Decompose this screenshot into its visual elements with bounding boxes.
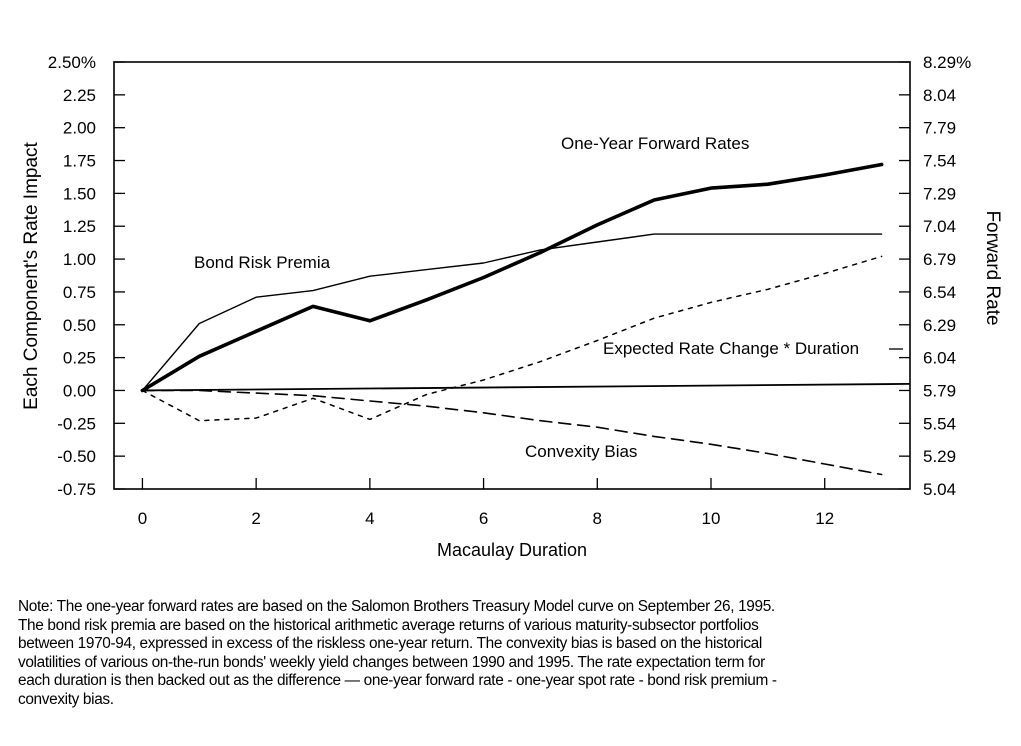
- series-layer: [140, 162, 911, 476]
- note-line: convexity bias.: [18, 690, 114, 708]
- y2-tick-label: 7.79: [923, 119, 956, 138]
- y-tick-label: 2.00: [63, 119, 96, 138]
- y-tick-label: -0.50: [57, 447, 96, 466]
- y2-axis-title: Forward Rate: [982, 210, 1003, 325]
- convexity-bias-line: [141, 389, 883, 476]
- x-tick-label: 4: [365, 509, 374, 528]
- y2-tick-label: 6.04: [923, 349, 956, 368]
- y2-tick-label: 5.29: [923, 447, 956, 466]
- x-tick-label: 6: [479, 509, 488, 528]
- x-tick-label: 12: [815, 509, 834, 528]
- y-tick-label: 0.75: [63, 283, 96, 302]
- y-tick-label: 1.25: [63, 217, 96, 236]
- y2-tick-label: 7.54: [923, 152, 956, 171]
- expected-change-line: [141, 255, 883, 422]
- y-tick-label: 0.00: [63, 381, 96, 400]
- y-tick-label: -0.25: [57, 414, 96, 433]
- y2-tick-label: 7.29: [923, 184, 956, 203]
- y-tick-label: 1.50: [63, 184, 96, 203]
- plot-frame: [113, 61, 911, 490]
- note-line: volatilities of various on-the-run bonds…: [18, 653, 765, 671]
- x-tick-label: 10: [702, 509, 721, 528]
- risk-premia-line: [141, 233, 883, 392]
- y2-tick-label: 7.04: [923, 217, 956, 236]
- y-tick-label: 1.75: [63, 152, 96, 171]
- y2-tick-label: 5.54: [923, 414, 956, 433]
- chart: 2.50% 2.25 2.00 1.75 1.50 1.25 1.00 0.75 0.50 0.2…: [21, 53, 1003, 560]
- axes: [113, 61, 911, 490]
- y2-tick-label: 5.04: [923, 480, 956, 499]
- y2-tick-label: 8.04: [923, 86, 956, 105]
- risk-premia-annotation: Bond Risk Premia: [194, 253, 331, 272]
- y-tick-label: 1.00: [63, 250, 96, 269]
- note-line: The bond risk premia are based on the hi…: [18, 616, 759, 634]
- y2-tick-label: 6.54: [923, 283, 956, 302]
- y2-tick-label: 8.29%: [923, 53, 971, 72]
- y-tick-label: 0.25: [63, 349, 96, 368]
- x-axis-title: Macaulay Duration: [437, 540, 587, 560]
- forward-rates-annotation: One-Year Forward Rates: [561, 134, 749, 153]
- forward-rates-line: [140, 162, 884, 393]
- x-tick-label: 0: [138, 509, 147, 528]
- note-line: between 1970-94, expressed in excess of …: [18, 635, 762, 653]
- y-tick-label: 2.50%: [48, 53, 96, 72]
- convexity-bias-annotation: Convexity Bias: [525, 442, 637, 461]
- zero-line: [142, 382, 911, 392]
- y2-tick-label: 6.29: [923, 316, 956, 335]
- y-axis-title: Each Component's Rate Impact: [21, 141, 42, 409]
- note-line: each duration is then backed out as the …: [18, 672, 777, 690]
- x-tick-label: 2: [251, 509, 260, 528]
- x-tick-label: 8: [593, 509, 602, 528]
- y-tick-label: -0.75: [57, 480, 96, 499]
- footnote: Note: The one-year forward rates are bas…: [18, 598, 1013, 710]
- y-tick-label: 0.50: [63, 316, 96, 335]
- note-line: Note: The one-year forward rates are bas…: [18, 598, 775, 615]
- labels-layer: 2.50% 2.25 2.00 1.75 1.50 1.25 1.00 0.75 0.50 0.2…: [21, 53, 1003, 560]
- y2-tick-label: 5.79: [923, 381, 956, 400]
- y2-tick-label: 6.79: [923, 250, 956, 269]
- expected-change-annotation: Expected Rate Change * Duration: [603, 339, 859, 358]
- y-tick-label: 2.25: [63, 86, 96, 105]
